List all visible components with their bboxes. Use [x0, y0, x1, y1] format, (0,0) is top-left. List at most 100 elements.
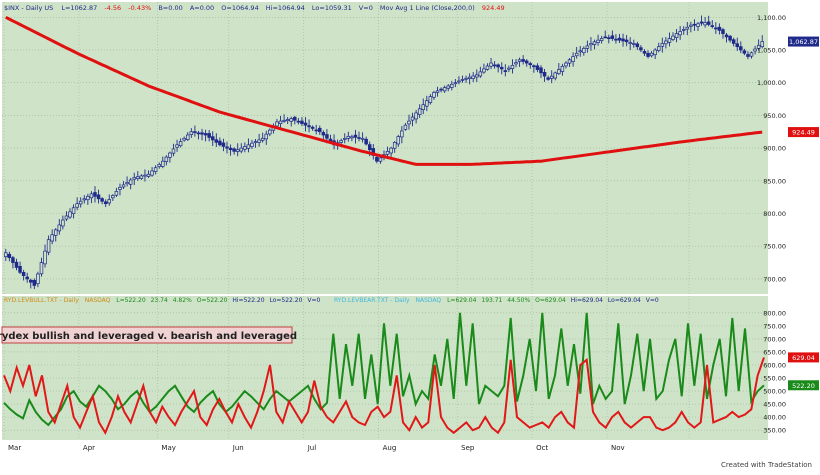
candle-body [325, 134, 329, 139]
bear-value-badge: 629.04 [788, 352, 819, 363]
candle-body [478, 71, 483, 77]
candle-body [100, 198, 104, 202]
candle-body [400, 130, 404, 138]
candle-body [428, 96, 433, 103]
candle-body [749, 52, 754, 57]
candle-body [232, 148, 236, 152]
high-label: Hi=1064.94 [266, 4, 305, 12]
candle-body [639, 47, 643, 51]
bull-exchange-label: NASDAQ [85, 297, 111, 304]
candle-body [564, 62, 568, 67]
candle-body [706, 21, 711, 25]
candle-body [510, 64, 515, 69]
candle-body [392, 142, 397, 149]
candle-body [571, 56, 575, 62]
price-grid [2, 2, 768, 294]
bull-series-line [3, 312, 765, 427]
candle-body [182, 137, 186, 141]
candle-body [318, 127, 322, 133]
candle-body [164, 156, 169, 162]
candle-body [210, 136, 215, 141]
candle-body [471, 75, 475, 80]
candle-body [385, 151, 390, 155]
indicator-tick-label: 750.00 [763, 322, 786, 330]
candle-body [268, 129, 272, 135]
candle-body [578, 50, 582, 53]
bear-value-badge-text: 629.04 [792, 354, 815, 362]
candle-body [239, 147, 244, 152]
bear-open-label: O=629.04 [535, 297, 566, 304]
candle-body [310, 126, 315, 129]
candle-body [121, 184, 126, 188]
candle-body [71, 207, 76, 214]
candle-body [25, 276, 29, 280]
indicator-tick-label: 350.00 [763, 427, 786, 435]
candle-body [642, 51, 647, 54]
candle-body [196, 132, 201, 135]
last-price-badge: 1,062.87 [788, 36, 819, 47]
indicator-axis: 350.00 400.00 450.00 500.00 550.00 600.00 650.… [763, 309, 786, 434]
candle-body [75, 203, 79, 208]
candle-body [321, 132, 326, 136]
bull-high-label: Hi=522.20 [232, 297, 264, 304]
candle-body [721, 29, 725, 34]
candle-body [717, 26, 722, 31]
candle-body [285, 119, 290, 122]
candle-body [524, 60, 529, 64]
candle-body [68, 211, 72, 218]
candle-body [111, 195, 115, 199]
candle-body [485, 65, 490, 70]
candle-body [86, 195, 90, 201]
candle-body [357, 137, 361, 139]
candle-body [46, 239, 51, 253]
candle-body [549, 75, 554, 79]
bull-low-label: Lo=522.20 [269, 297, 302, 304]
footer-credit: Created with TradeStation [721, 461, 812, 469]
candle-body [696, 23, 700, 27]
bull-volume-label: V=0 [307, 297, 320, 304]
bull-value-badge: 522.20 [788, 380, 819, 391]
candle-body [314, 129, 318, 132]
candle-body [464, 77, 468, 80]
price-axis: 700.00 750.00 800.00 850.00 900.00 950.00 1,00… [757, 14, 786, 284]
bull-symbol-label: RYD.LEVBULL.TXT - Daily [4, 297, 79, 304]
indicator-tick-label: 450.00 [763, 401, 786, 409]
candle-body [307, 125, 311, 128]
bull-value-badge-text: 522.20 [792, 382, 815, 390]
candle-body [731, 39, 736, 44]
candle-body [14, 261, 19, 268]
ma-badge: 924.49 [788, 127, 819, 138]
candle-body [585, 45, 590, 49]
candle-body [535, 65, 540, 70]
candle-body [300, 120, 304, 124]
candle-body [492, 64, 497, 67]
candle-body [553, 72, 558, 79]
price-tick-label: 950.00 [763, 112, 786, 120]
candle-body [656, 46, 661, 52]
price-tick-label: 900.00 [763, 145, 786, 153]
candle-body [353, 134, 358, 138]
candle-body [539, 67, 543, 74]
indicator-tick-label: 400.00 [763, 414, 786, 422]
candle-body [467, 76, 472, 79]
indicator-grid [2, 296, 768, 440]
candle-body [742, 50, 747, 54]
low-label: Lo=1059.31 [312, 4, 352, 12]
candle-body [621, 38, 625, 42]
bull-last-label: L=522.20 [116, 297, 146, 304]
candle-body [253, 141, 258, 143]
indicator-tick-label: 600.00 [763, 361, 786, 369]
candle-body [193, 131, 197, 133]
candle-body [499, 66, 504, 70]
candle-body [735, 43, 739, 48]
bear-change-label: 193.71 [481, 297, 502, 304]
candle-body [4, 252, 8, 258]
bull-open-label: O=522.20 [197, 297, 228, 304]
candle-body [221, 142, 226, 147]
candle-body [403, 124, 408, 130]
candle-body [689, 24, 693, 27]
candle-body [153, 167, 158, 172]
candle-body [303, 122, 308, 126]
candle-body [599, 38, 604, 41]
